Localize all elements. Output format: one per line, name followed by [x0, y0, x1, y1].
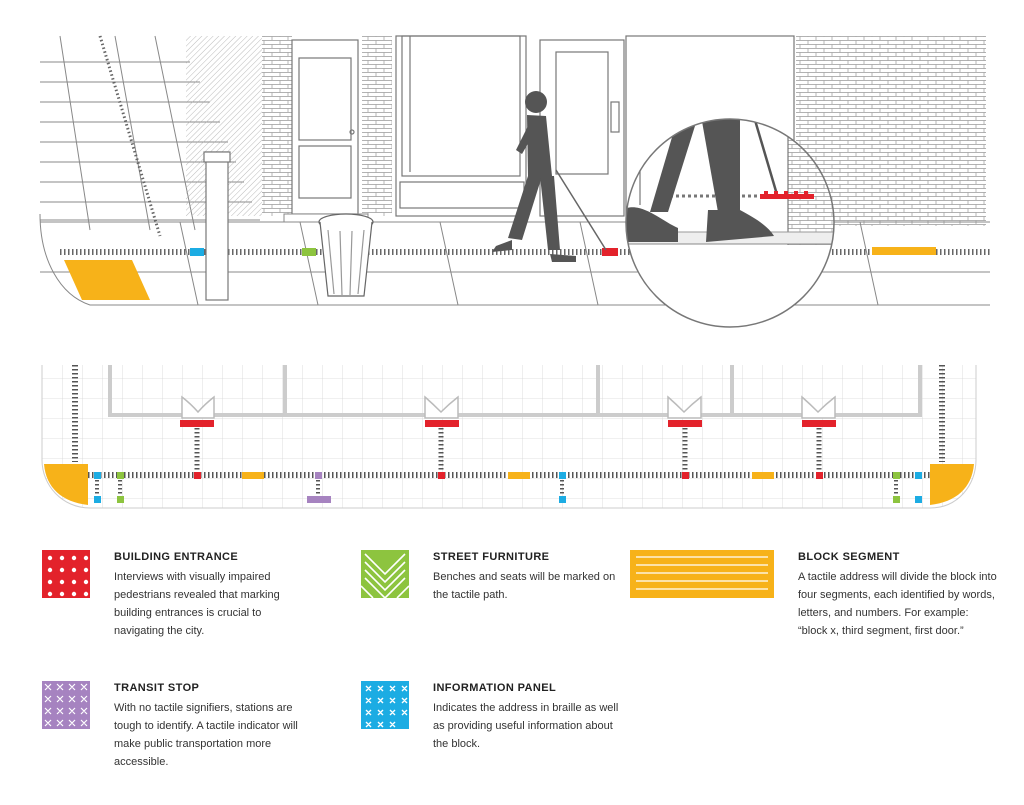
street-furniture-swatch — [361, 550, 409, 598]
pedestrian-with-cane — [492, 91, 576, 262]
magnifier-detail — [625, 118, 835, 328]
legend-title: TRANSIT STOP — [114, 682, 200, 694]
plan-building-entrances — [180, 420, 836, 470]
tactile-path-plan — [41, 365, 977, 509]
plan-information-panels — [94, 472, 922, 503]
information-panel-swatch — [361, 681, 409, 729]
block-segment-swatch — [630, 550, 774, 598]
legend-text-building-entrance: BUILDING ENTRANCE Interviews with visual… — [114, 550, 304, 640]
plan-sidewalk — [41, 365, 977, 509]
building-entrance-swatch — [42, 550, 90, 598]
brick-wall-mid — [362, 36, 392, 216]
legend-description: Interviews with visually impaired pedest… — [114, 571, 280, 637]
plan-transit-stop — [307, 472, 331, 503]
block-segment-marker-right — [872, 247, 936, 255]
building-entrance-marker — [602, 248, 618, 256]
legend-title: BLOCK SEGMENT — [798, 551, 900, 563]
plan-corner-block-segment-right — [930, 464, 974, 505]
brick-wall-left — [262, 36, 292, 216]
plan-corner-block-segment-left — [44, 464, 88, 505]
transit-stop-swatch — [42, 681, 90, 729]
magnified-entrance-marker — [760, 194, 814, 199]
trash-can — [318, 213, 374, 297]
legend-title: STREET FURNITURE — [433, 551, 550, 563]
legend-description: A tactile address will divide the block … — [798, 571, 997, 637]
legend-text-information-panel: INFORMATION PANEL Indicates the address … — [433, 681, 623, 753]
legend-text-street-furniture: STREET FURNITURE Benches and seats will … — [433, 550, 623, 604]
plan-corner-strips — [72, 365, 945, 462]
plan-building-outline — [108, 365, 922, 417]
shop-window — [395, 35, 527, 217]
legend-description: Benches and seats will be marked on the … — [433, 571, 616, 601]
legend-description: With no tactile signifiers, stations are… — [114, 702, 298, 768]
plan-entrance-points — [194, 472, 823, 479]
front-door-left — [291, 39, 359, 215]
plan-block-segments — [242, 472, 774, 479]
plan-doors — [181, 395, 836, 419]
legend-text-transit-stop: TRANSIT STOP With no tactile signifiers,… — [114, 681, 304, 771]
street-furniture-marker — [302, 248, 316, 256]
legend-title: INFORMATION PANEL — [433, 682, 557, 694]
block-segment-marker — [64, 260, 150, 300]
stair-tactile-strip — [98, 35, 162, 237]
legend-title: BUILDING ENTRANCE — [114, 551, 239, 563]
street-illustration — [39, 35, 990, 328]
info-post — [203, 151, 231, 301]
legend-text-block-segment: BLOCK SEGMENT A tactile address will div… — [798, 550, 998, 640]
legend-description: Indicates the address in braille as well… — [433, 702, 619, 750]
white-cane — [555, 169, 607, 251]
plan-street-furniture — [117, 472, 900, 503]
information-panel-marker — [190, 248, 204, 256]
